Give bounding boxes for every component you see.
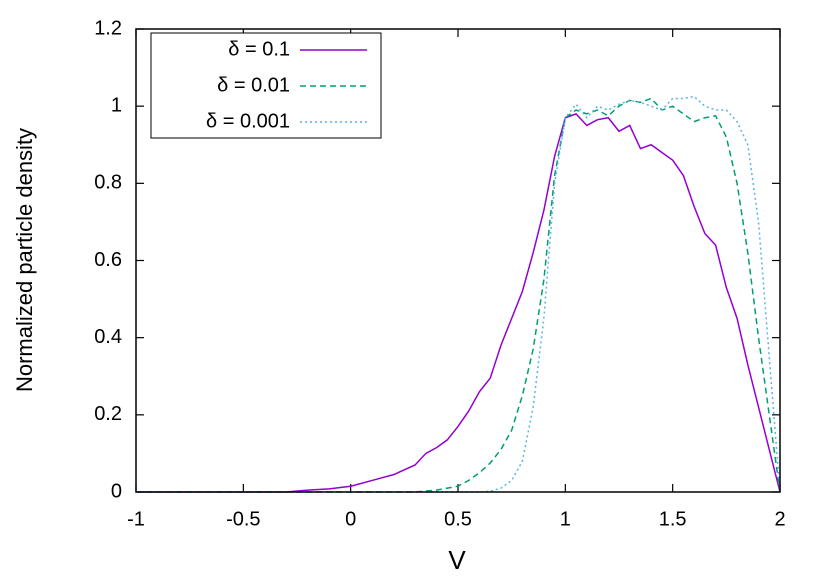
x-tick-label: 1.5 xyxy=(659,508,687,530)
x-tick-label: -1 xyxy=(127,508,145,530)
series-line xyxy=(136,113,781,493)
series-line xyxy=(136,95,781,493)
x-tick-label: 0 xyxy=(345,508,356,530)
y-tick-label: 1 xyxy=(111,94,122,116)
legend-label: δ = 0.001 xyxy=(206,110,290,132)
y-tick-label: 0.2 xyxy=(94,403,122,425)
y-tick-label: 0.8 xyxy=(94,172,122,194)
series-line xyxy=(136,97,781,493)
y-axis-label: Normalized particle density xyxy=(12,128,37,392)
y-tick-label: 0 xyxy=(111,480,122,502)
x-tick-label: 2 xyxy=(774,508,785,530)
x-tick-label: -0.5 xyxy=(226,508,260,530)
x-axis-label: V xyxy=(448,545,466,575)
legend-label: δ = 0.01 xyxy=(217,74,290,96)
y-tick-label: 1.2 xyxy=(94,17,122,39)
y-tick-label: 0.6 xyxy=(94,249,122,271)
x-tick-label: 1 xyxy=(560,508,571,530)
legend-label: δ = 0.1 xyxy=(228,38,290,60)
x-tick-label: 0.5 xyxy=(444,508,472,530)
y-tick-label: 0.4 xyxy=(94,326,122,348)
plot-frame xyxy=(135,28,781,493)
